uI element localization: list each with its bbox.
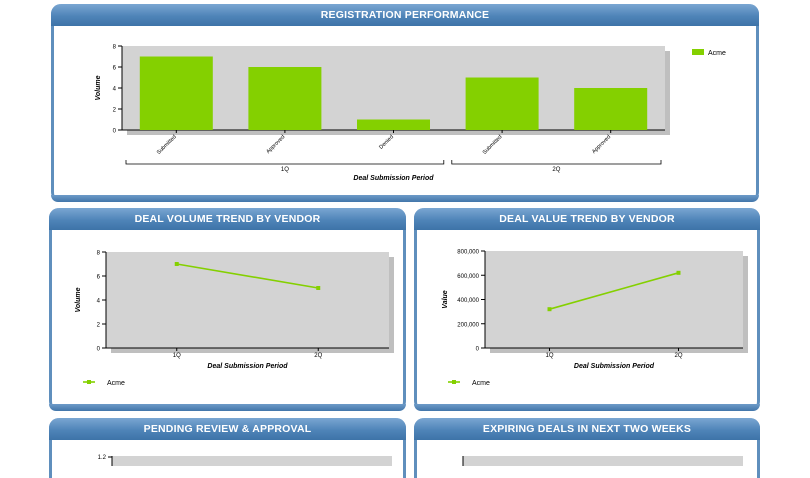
- reg-x-tick-label: Approved: [265, 134, 286, 155]
- vol-plot-area: [106, 252, 389, 348]
- val-data-point: [676, 270, 681, 275]
- expiring-deals-chart: [462, 456, 743, 466]
- pend-y-tick-label: 1.2: [98, 455, 107, 461]
- val-y-tick-label: 600,000: [457, 274, 479, 280]
- reg-legend-label: Acme: [708, 50, 726, 57]
- val-y-tick-label: 200,000: [457, 322, 479, 328]
- registration-performance-panel: REGISTRATION PERFORMANCE 0 2 4 6 8 Submitted A…: [51, 4, 759, 202]
- val-legend-marker: [452, 380, 456, 384]
- reg-group-bracket: [125, 160, 445, 165]
- vol-x-tick-label: 2Q: [314, 353, 322, 359]
- reg-x-tick-label: Approved: [591, 134, 612, 155]
- reg-bar: [139, 56, 213, 130]
- val-y-axis-title: Value: [442, 290, 449, 309]
- expiring-deals-title: EXPIRING DEALS IN NEXT TWO WEEKS: [414, 418, 760, 440]
- reg-group-label: 1Q: [281, 167, 289, 173]
- reg-x-tick-label: Submitted: [156, 134, 178, 156]
- vol-y-tick-label: 8: [97, 251, 101, 257]
- deal-value-trend-panel: DEAL VALUE TREND BY VENDOR 0 200,000 400,0…: [414, 208, 760, 411]
- reg-bar: [357, 119, 430, 130]
- panel-footer: [414, 404, 760, 411]
- reg-group-label: 2Q: [552, 167, 560, 173]
- deal-volume-trend-chart: 0 2 4 6 8 1Q 2Q Deal Submission Period Volume Acm…: [75, 251, 394, 387]
- val-y-tick-label: 400,000: [457, 298, 479, 304]
- reg-y-tick-label: 6: [113, 66, 117, 72]
- vol-data-point: [316, 286, 321, 290]
- reg-y-axis-title: Volume: [95, 75, 102, 100]
- pending-review-chart: 1.2: [98, 455, 392, 466]
- reg-group-bracket: [451, 160, 662, 165]
- val-data-point: [547, 307, 552, 312]
- deal-value-trend-chart: 0 200,000 400,000 600,000 800,000 1Q 2Q Deal Su…: [442, 250, 748, 387]
- deal-value-trend-title: DEAL VALUE TREND BY VENDOR: [414, 208, 760, 230]
- vol-y-tick-label: 4: [97, 299, 101, 305]
- reg-bar: [574, 88, 648, 130]
- reg-bar: [465, 77, 539, 130]
- reg-bar: [248, 67, 322, 130]
- deal-volume-trend-panel: DEAL VOLUME TREND BY VENDOR 0 2 4 6 8 1Q 2Q Dea…: [49, 208, 406, 411]
- exp-plot-area: [463, 456, 743, 466]
- reg-y-tick-label: 8: [113, 45, 117, 51]
- val-y-tick-label: 800,000: [457, 250, 479, 256]
- val-series-line: [549, 272, 679, 310]
- val-x-tick-label: 1Q: [545, 353, 553, 359]
- vol-y-tick-label: 6: [97, 275, 101, 281]
- deal-volume-trend-title: DEAL VOLUME TREND BY VENDOR: [49, 208, 406, 230]
- pending-review-panel: PENDING REVIEW & APPROVAL 1.2: [49, 418, 406, 478]
- panel-footer: [51, 195, 759, 202]
- val-plot-area: [485, 251, 743, 348]
- val-legend-label: Acme: [472, 380, 490, 387]
- reg-y-tick-label: 0: [113, 129, 117, 135]
- vol-data-point: [174, 262, 179, 266]
- registration-performance-chart: 0 2 4 6 8 Submitted Approved Denied Submitted App…: [95, 45, 726, 183]
- pend-plot-area: [112, 456, 392, 466]
- val-y-tick-label: 0: [476, 347, 480, 353]
- vol-y-axis-title: Volume: [75, 287, 82, 312]
- vol-legend-marker: [87, 380, 91, 384]
- vol-legend-label: Acme: [107, 380, 125, 387]
- reg-y-tick-label: 4: [113, 87, 117, 93]
- reg-legend-swatch: [692, 49, 704, 55]
- reg-x-axis-title: Deal Submission Period: [353, 175, 434, 182]
- panel-footer: [49, 404, 406, 411]
- reg-x-tick-label: Denied: [378, 134, 395, 151]
- vol-x-axis-title: Deal Submission Period: [207, 363, 288, 370]
- reg-x-tick-label: Submitted: [482, 134, 504, 156]
- reg-y-tick-label: 2: [113, 108, 117, 114]
- expiring-deals-panel: EXPIRING DEALS IN NEXT TWO WEEKS: [414, 418, 760, 478]
- vol-y-tick-label: 2: [97, 323, 101, 329]
- vol-y-tick-label: 0: [97, 347, 101, 353]
- pending-review-title: PENDING REVIEW & APPROVAL: [49, 418, 406, 440]
- val-x-axis-title: Deal Submission Period: [574, 363, 655, 370]
- vol-x-tick-label: 1Q: [173, 353, 181, 359]
- val-x-tick-label: 2Q: [674, 353, 682, 359]
- vol-series-line: [176, 263, 319, 289]
- registration-performance-title: REGISTRATION PERFORMANCE: [51, 4, 759, 26]
